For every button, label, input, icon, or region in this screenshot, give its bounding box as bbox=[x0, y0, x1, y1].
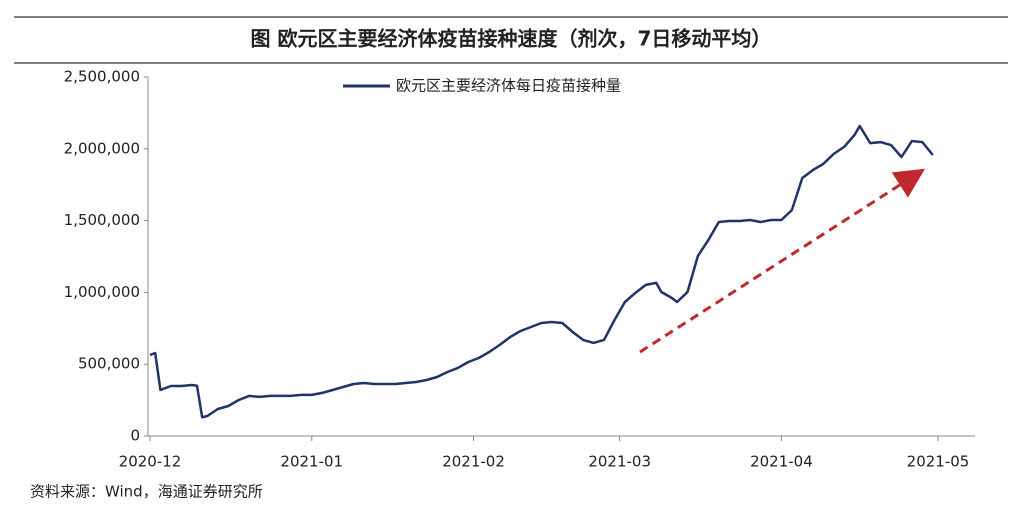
x-tick-label: 2021-01 bbox=[280, 453, 343, 471]
y-tick-label: 2,500,000 bbox=[64, 68, 140, 86]
source: 资料来源：Wind，海通证券研究所 bbox=[30, 483, 263, 501]
series-line bbox=[149, 124, 934, 419]
legend-label: 欧元区主要经济体每日疫苗接种量 bbox=[396, 77, 621, 95]
x-tick-label: 2021-05 bbox=[907, 453, 970, 471]
x-tick-label: 2020-12 bbox=[119, 453, 182, 471]
chart-title: 图 欧元区主要经济体疫苗接种速度（剂次，7日移动平均） bbox=[251, 27, 772, 51]
y-tick-label: 1,000,000 bbox=[64, 283, 140, 301]
y-tick-label: 1,500,000 bbox=[64, 211, 140, 229]
trend-arrow bbox=[639, 168, 926, 354]
x-tick-label: 2021-04 bbox=[750, 453, 813, 471]
y-tick-label: 2,000,000 bbox=[64, 139, 140, 157]
x-tick-label: 2021-03 bbox=[588, 453, 651, 471]
y-tick-label: 500,000 bbox=[78, 355, 140, 373]
x-tick-label: 2021-02 bbox=[442, 453, 505, 471]
y-tick-label: 0 bbox=[130, 427, 140, 445]
